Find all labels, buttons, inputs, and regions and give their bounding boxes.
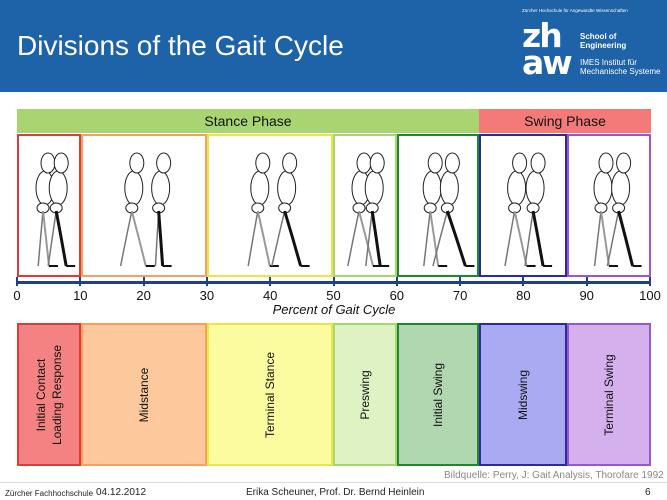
division-label: Midswing xyxy=(515,369,531,419)
walking-figure-icon xyxy=(364,152,390,267)
footer-org: Zürcher Fachhochschule xyxy=(5,489,94,498)
axis-tick-label: 20 xyxy=(136,288,151,303)
walking-figure-icon xyxy=(432,152,475,267)
axis-tick xyxy=(79,277,82,286)
walking-figure-icon xyxy=(119,152,155,267)
axis-tick xyxy=(585,277,588,286)
walking-figure-icon xyxy=(524,152,553,267)
walking-figure-icon xyxy=(347,152,382,267)
walking-figure-icon xyxy=(422,152,448,267)
division-label: Initial Swing xyxy=(430,362,446,426)
axis-tick xyxy=(395,277,398,286)
figure-panel xyxy=(479,134,567,277)
figure-panel xyxy=(397,134,479,277)
division-box: Initial Contact Loading Response xyxy=(17,323,81,466)
walking-figures-icon xyxy=(119,152,172,267)
walking-figures-icon xyxy=(593,152,642,267)
axis-tick-label: 40 xyxy=(262,288,278,303)
axis-tick-label: 10 xyxy=(73,288,88,303)
walking-figure-icon xyxy=(35,152,58,267)
division-box: Initial Swing xyxy=(397,323,479,466)
stance-phase-label: Stance Phase xyxy=(204,113,292,129)
logo-institution-text: Zürcher Hochschule für Angewandte Wissen… xyxy=(522,8,628,13)
swing-phase-label: Swing Phase xyxy=(524,113,606,129)
axis-tick xyxy=(459,277,462,286)
figure-panel xyxy=(567,134,651,277)
division-box: Midstance xyxy=(81,323,207,466)
division-label: Preswing xyxy=(357,370,373,419)
figure-panel xyxy=(207,134,333,277)
walking-figure-icon xyxy=(47,152,76,267)
axis-tick-label: 100 xyxy=(639,288,661,303)
division-label: Initial Contact Loading Response xyxy=(33,344,65,444)
axis-tick-label: 0 xyxy=(13,288,21,303)
logo-mark-line2: aw xyxy=(522,43,573,82)
walking-figures-icon xyxy=(347,152,390,267)
figure-panel xyxy=(17,134,81,277)
division-box: Midswing xyxy=(479,323,567,466)
walking-figure-icon xyxy=(606,152,642,267)
logo-imes-text: IMES Institut für Mechanische Systeme xyxy=(580,58,661,76)
footer-divider xyxy=(0,482,667,483)
zhaw-logo: zh aw xyxy=(522,16,573,82)
division-label-line1: Initial Swing xyxy=(431,362,445,427)
walking-figures-icon xyxy=(247,152,310,267)
walking-figure-icon xyxy=(247,152,279,267)
axis-tick xyxy=(522,277,525,286)
header-bar: Divisions of the Gait Cycle Zürcher Hoch… xyxy=(0,0,667,92)
axis-label: Percent of Gait Cycle xyxy=(272,302,396,317)
division-label: Terminal Swing xyxy=(601,354,617,435)
division-label-line1: Initial Contact xyxy=(34,358,48,431)
axis-tick xyxy=(205,277,208,286)
figure-panel xyxy=(333,134,397,277)
page-title: Divisions of the Gait Cycle xyxy=(17,30,344,61)
swing-phase-bar: Swing Phase xyxy=(479,109,651,133)
axis-tick-label: 90 xyxy=(579,288,594,303)
division-box: Terminal Swing xyxy=(567,323,651,466)
division-label-line1: Terminal Swing xyxy=(602,353,616,436)
axis-tick xyxy=(269,277,272,286)
figure-panel xyxy=(81,134,207,277)
axis-tick xyxy=(332,277,335,286)
axis-tick-label: 80 xyxy=(516,288,531,303)
walking-figure-icon xyxy=(504,152,536,267)
division-label-line1: Preswing xyxy=(358,369,372,420)
walking-figure-icon xyxy=(271,152,310,267)
division-label-line2: Loading Response xyxy=(50,344,64,445)
walking-figure-icon xyxy=(593,152,618,267)
footer-page-number: 6 xyxy=(645,487,651,498)
division-label-line1: Midswing xyxy=(516,369,530,420)
logo-school-text: School of Engineering xyxy=(580,32,627,50)
stance-phase-bar: Stance Phase xyxy=(17,109,479,133)
image-credit: Bildquelle: Perry, J: Gait Analysis, Tho… xyxy=(444,470,664,481)
division-label: Terminal Stance xyxy=(262,351,278,437)
axis-tick-label: 30 xyxy=(199,288,215,303)
axis-tick xyxy=(142,277,145,286)
axis-tick-label: 50 xyxy=(326,288,341,303)
footer-authors: Erika Scheuner, Prof. Dr. Bernd Heinlein xyxy=(246,487,425,498)
division-box: Preswing xyxy=(333,323,397,466)
walking-figures-icon xyxy=(422,152,475,267)
walking-figures-icon xyxy=(35,152,76,267)
axis-tick xyxy=(649,277,651,286)
walking-figures-icon xyxy=(504,152,553,267)
footer-date: 04.12.2012 xyxy=(96,487,147,498)
walking-figure-icon xyxy=(151,152,172,267)
division-label-line1: Midstance xyxy=(137,367,151,422)
division-label-line1: Terminal Stance xyxy=(263,351,277,438)
axis-tick xyxy=(16,277,18,286)
logo-mark-line1: zh xyxy=(522,16,563,55)
axis-tick-label: 70 xyxy=(452,288,468,303)
axis-tick-label: 60 xyxy=(389,288,405,303)
division-box: Terminal Stance xyxy=(207,323,333,466)
division-label: Midstance xyxy=(136,367,152,422)
